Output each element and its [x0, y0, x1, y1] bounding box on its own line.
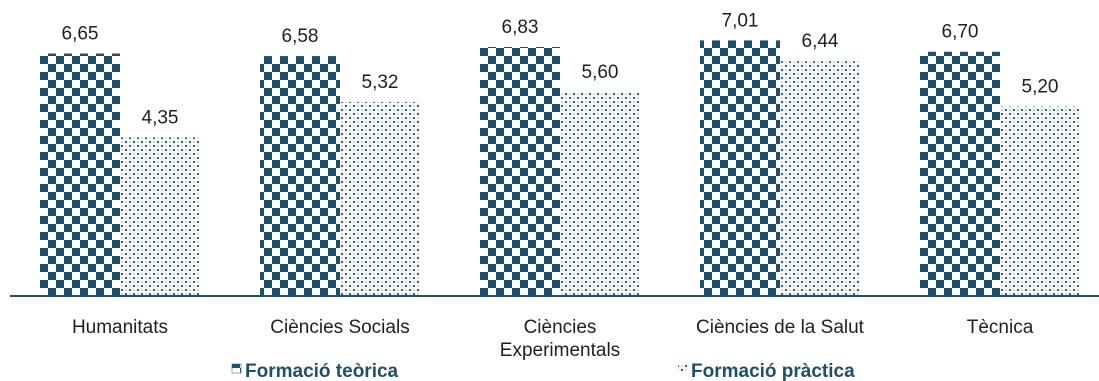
legend-label-practice: Formació pràctica: [691, 361, 855, 381]
value-label-practice-1: 5,32: [362, 72, 399, 93]
legend-item-practice: Formació pràctica: [678, 361, 855, 381]
value-label-theory-4: 6,70: [942, 22, 979, 43]
value-label-theory-0: 6,65: [62, 24, 99, 45]
legend-label-theory: Formació teòrica: [245, 361, 399, 381]
value-label-theory-2: 6,83: [502, 17, 539, 38]
category-label-1: Ciències Socials: [270, 317, 409, 338]
legend-item-theory: Formació teòrica: [231, 361, 399, 381]
category-label-2: Ciències Experimentals: [500, 317, 620, 361]
bars-layer: [40, 40, 1080, 297]
bar-practice-2: [560, 91, 640, 296]
bar-theory-4: [920, 51, 1000, 296]
value-label-practice-0: 4,35: [142, 107, 179, 128]
bar-theory-3: [700, 40, 780, 296]
value-label-practice-2: 5,60: [582, 62, 619, 83]
value-labels-layer: 6,65 4,35 6,58 5,32 6,83 5,60 7,01 6,44 6,70 5,20: [62, 10, 1059, 128]
category-label-3: Ciències de la Salut: [696, 317, 865, 338]
legend-swatch-practice: [678, 364, 687, 373]
value-label-practice-4: 5,20: [1022, 76, 1059, 97]
legend-swatch-theory: [231, 363, 242, 374]
value-label-theory-1: 6,58: [282, 26, 319, 47]
bar-practice-3: [780, 61, 860, 296]
bar-practice-1: [340, 102, 420, 297]
bar-theory-0: [40, 53, 120, 297]
bar-practice-4: [1000, 106, 1080, 296]
legend: Formació teòrica Formació pràctica: [231, 361, 855, 381]
bar-practice-0: [120, 137, 200, 296]
bar-theory-2: [480, 46, 560, 297]
category-label-0: Humanitats: [72, 317, 168, 338]
value-label-theory-3: 7,01: [722, 10, 759, 31]
value-label-practice-3: 6,44: [802, 31, 839, 52]
category-labels-layer: Humanitats Ciències Socials Ciències Experi…: [72, 317, 1034, 361]
bar-theory-1: [260, 56, 340, 297]
category-label-4: Tècnica: [967, 317, 1034, 338]
